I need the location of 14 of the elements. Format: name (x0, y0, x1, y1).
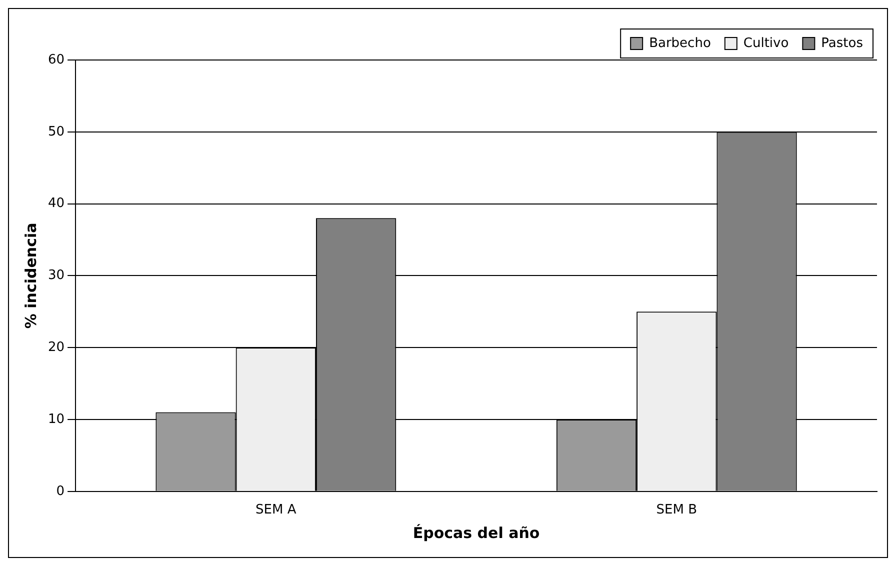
legend-label: Cultivo (743, 36, 789, 51)
legend-label: Barbecho (649, 36, 711, 51)
x-axis-title: Épocas del año (412, 524, 540, 542)
y-tick-label: 50 (48, 124, 65, 140)
y-tick-label: 0 (56, 484, 65, 499)
y-tick-label: 10 (48, 412, 65, 427)
y-tick-label: 40 (48, 196, 65, 212)
y-tick-label: 30 (48, 268, 65, 284)
y-axis-title: % incidencia (22, 222, 40, 329)
legend-label: Pastos (821, 36, 864, 51)
y-tick-label: 20 (48, 340, 65, 355)
x-tick-label: SEM B (656, 502, 698, 518)
y-tick-label: 60 (48, 52, 65, 68)
x-tick-label: SEM A (256, 502, 296, 518)
